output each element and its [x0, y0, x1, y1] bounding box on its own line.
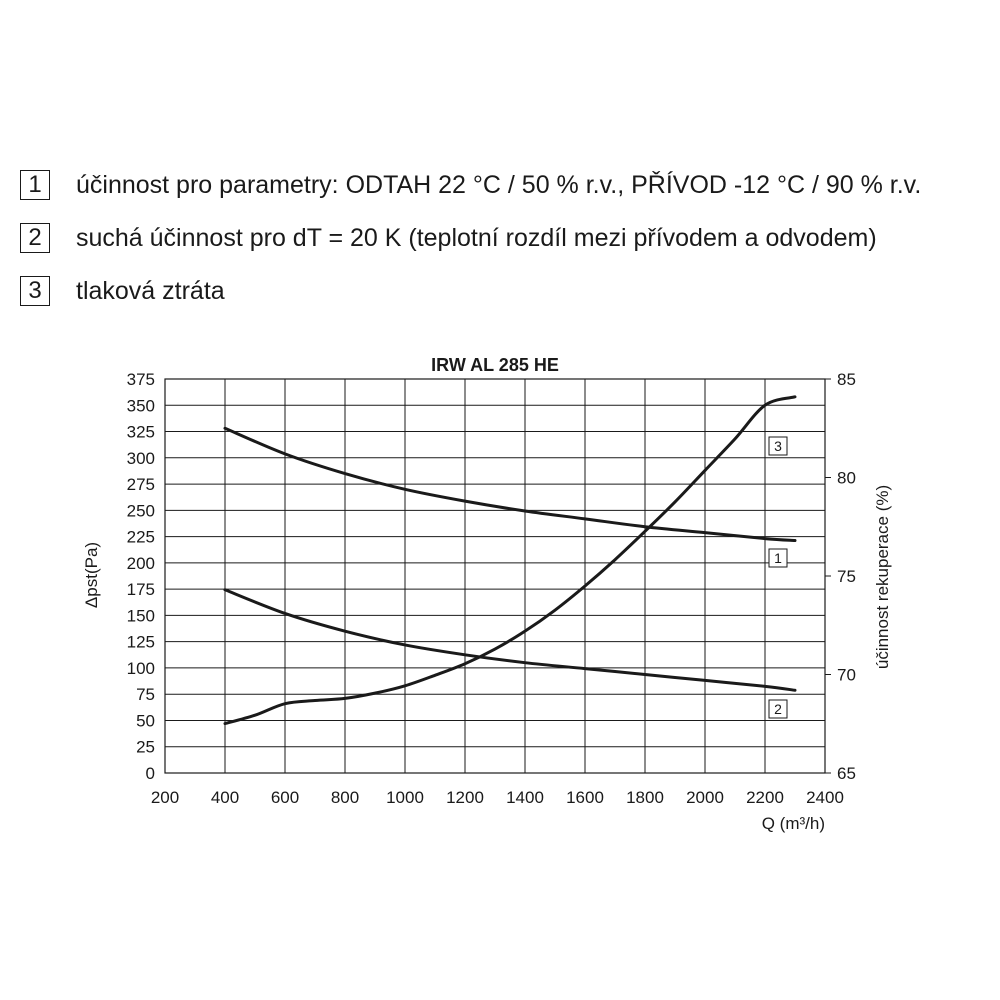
series-label-3: 3 [774, 438, 782, 454]
y-left-tick-label: 50 [136, 711, 155, 730]
legend-number-box: 1 [20, 170, 50, 200]
y-right-tick-label: 80 [837, 469, 856, 488]
chart-title: IRW AL 285 HE [431, 355, 559, 375]
legend-text: suchá účinnost pro dT = 20 K (teplotní r… [76, 223, 877, 252]
x-tick-label: 200 [151, 788, 179, 807]
legend-item-1: 1 účinnost pro parametry: ODTAH 22 °C / … [20, 167, 921, 203]
y-right-tick-label: 75 [837, 567, 856, 586]
x-tick-label: 1400 [506, 788, 544, 807]
y-left-tick-label: 375 [127, 370, 155, 389]
series-line-1 [223, 426, 797, 543]
y-left-tick-label: 125 [127, 633, 155, 652]
x-tick-label: 400 [211, 788, 239, 807]
legend-item-2: 2 suchá účinnost pro dT = 20 K (teplotní… [20, 220, 877, 256]
x-tick-label: 600 [271, 788, 299, 807]
series-label-box-1 [768, 548, 788, 568]
legend-item-3: 3 tlaková ztráta [20, 273, 225, 309]
series-label-box-3 [768, 436, 788, 456]
series-label-2: 2 [774, 701, 782, 717]
y-left-tick-label: 150 [127, 606, 155, 625]
series-line-3 [223, 395, 797, 726]
y-left-tick-label: 325 [127, 423, 155, 442]
ticks: 200 400 600 800 1000 1200 1400 1600 1800 2000 2200… [127, 370, 856, 807]
plot-frame [164, 378, 826, 774]
y-left-tick-label: 0 [146, 764, 155, 783]
series-label-1: 1 [774, 550, 782, 566]
y-axis-left-label: Δpst(Pa) [82, 542, 101, 608]
series-label-box-2 [768, 699, 788, 719]
y-left-tick-label: 275 [127, 475, 155, 494]
y-right-tick-label: 85 [837, 370, 856, 389]
y-left-tick-label: 200 [127, 554, 155, 573]
y-left-tick-label: 350 [127, 396, 155, 415]
y-left-tick-label: 250 [127, 501, 155, 520]
y-left-tick-label: 25 [136, 738, 155, 757]
x-tick-label: 800 [331, 788, 359, 807]
y-left-tick-label: 175 [127, 580, 155, 599]
legend-number-box: 3 [20, 276, 50, 306]
y-right-tick-label: 65 [837, 764, 856, 783]
series-line-2 [223, 588, 797, 692]
x-tick-label: 2000 [686, 788, 724, 807]
y-left-tick-label: 300 [127, 449, 155, 468]
x-tick-label: 1200 [446, 788, 484, 807]
y-left-tick-label: 75 [136, 685, 155, 704]
legend-text: tlaková ztráta [76, 276, 225, 305]
y-left-tick-label: 100 [127, 659, 155, 678]
x-tick-label: 1800 [626, 788, 664, 807]
x-tick-label: 2200 [746, 788, 784, 807]
legend-number-box: 2 [20, 223, 50, 253]
x-tick-label: 1000 [386, 788, 424, 807]
grid [164, 378, 826, 774]
y-right-tick-label: 70 [837, 666, 856, 685]
x-axis-label: Q (m³/h) [762, 814, 825, 833]
x-tick-label: 2400 [806, 788, 844, 807]
y-left-tick-label: 225 [127, 528, 155, 547]
curves: 1 2 3 [223, 395, 797, 726]
x-tick-label: 1600 [566, 788, 604, 807]
legend-text: účinnost pro parametry: ODTAH 22 °C / 50… [76, 170, 922, 199]
y-axis-right-label: účinnost rekuperace (%) [873, 485, 892, 669]
